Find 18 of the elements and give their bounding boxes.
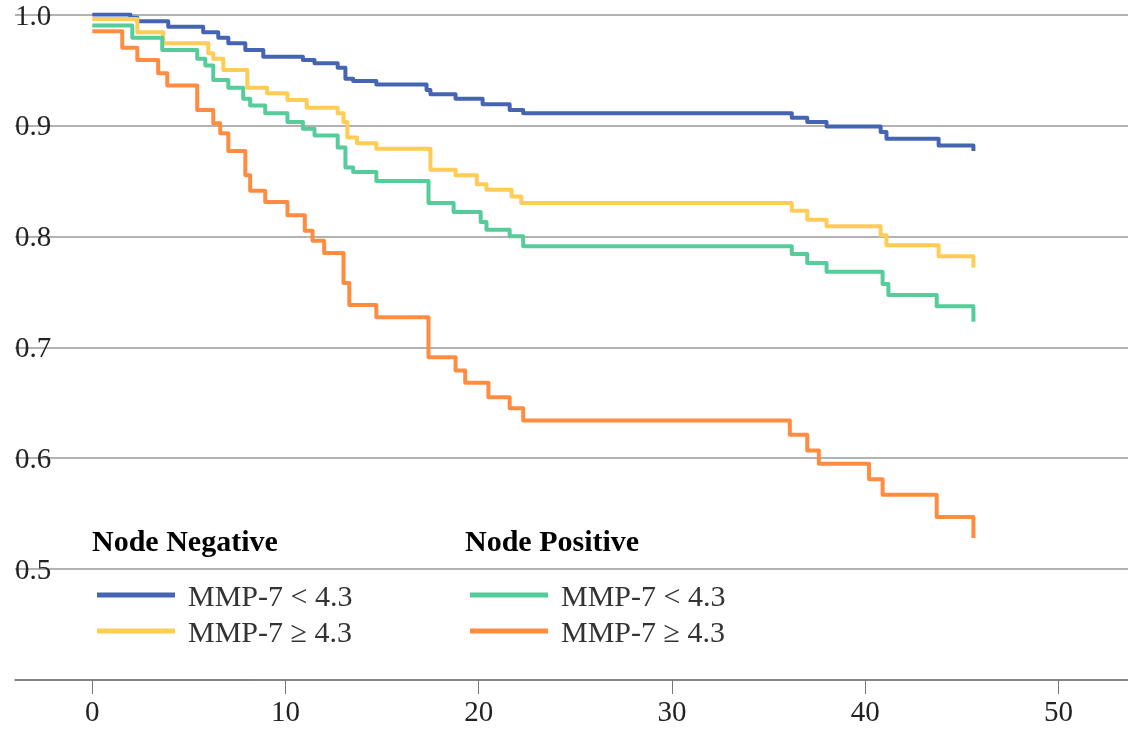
y-tick-label: 0.6 [15, 442, 52, 475]
x-tick-label: 30 [657, 694, 687, 727]
y-tick-label: 0.5 [15, 553, 52, 586]
legend-label: MMP-7 < 4.3 [561, 578, 726, 612]
x-tick-label: 20 [464, 694, 494, 727]
y-tick-label: 0.9 [15, 109, 52, 142]
x-tick-label: 10 [271, 694, 301, 727]
annotation: Node Negative [92, 523, 278, 557]
legend-label: MMP-7 ≥ 4.3 [188, 614, 352, 648]
y-tick-label: 1.0 [15, 0, 52, 31]
x-tick-label: 50 [1043, 694, 1073, 727]
legend-label: MMP-7 ≥ 4.3 [561, 614, 725, 648]
legend-label: MMP-7 < 4.3 [188, 578, 353, 612]
y-tick-label: 0.7 [15, 331, 52, 364]
annotation: Node Positive [465, 523, 640, 557]
y-tick-label: 0.8 [15, 220, 52, 253]
x-tick-label: 40 [850, 694, 880, 727]
x-tick-label: 0 [85, 694, 100, 727]
